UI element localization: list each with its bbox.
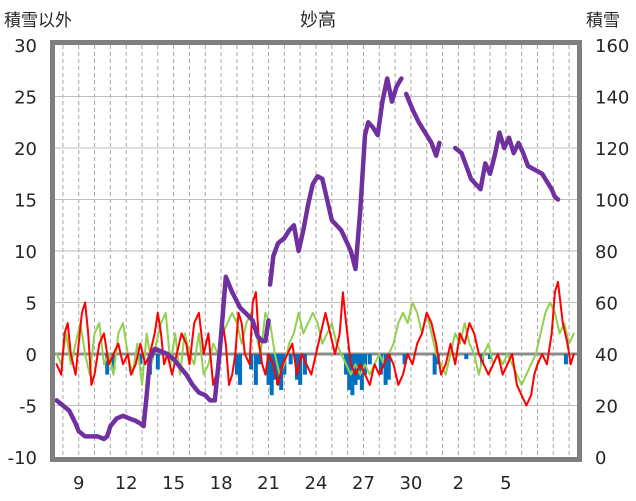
y-left-tick-label: -5 — [19, 397, 37, 418]
bar — [253, 354, 258, 385]
y-right-tick-label: 100 — [595, 191, 629, 212]
y-right-tick-label: 80 — [595, 242, 618, 263]
bar — [111, 354, 116, 370]
x-tick-label: 21 — [257, 473, 280, 494]
y-left-tick-label: 0 — [26, 345, 37, 366]
plot-frame — [50, 40, 582, 462]
bar — [295, 354, 300, 380]
x-tick-label: 27 — [352, 473, 375, 494]
y-right-tick-label: 60 — [595, 294, 618, 315]
bar — [298, 354, 303, 385]
left-axis-label: 積雪以外 — [4, 11, 72, 31]
x-tick-label: 24 — [305, 473, 328, 494]
bar — [257, 354, 262, 365]
x-tick-label: 18 — [210, 473, 233, 494]
bar — [288, 354, 293, 365]
grid — [55, 45, 577, 457]
bar — [234, 354, 239, 375]
series-line — [403, 91, 442, 158]
y-left-tick-label: 25 — [14, 88, 37, 109]
x-tick-label: 9 — [73, 473, 84, 494]
y-left-tick-label: 20 — [14, 139, 37, 160]
y-left-tick-label: 15 — [14, 191, 37, 212]
y-right-tick-label: 0 — [595, 448, 606, 469]
series-line — [55, 280, 575, 407]
bar — [402, 354, 407, 365]
x-tick-label: 12 — [115, 473, 138, 494]
series-line — [55, 301, 575, 386]
bar — [432, 354, 437, 375]
bar — [105, 354, 110, 375]
series-line — [452, 130, 561, 202]
y-right-tick-label: 120 — [595, 139, 629, 160]
bar — [302, 354, 307, 375]
line-series — [54, 76, 575, 442]
y-left-tick-label: 5 — [26, 294, 37, 315]
y-left-tick-label: 30 — [14, 36, 37, 57]
bar — [249, 354, 254, 370]
bar — [383, 354, 388, 385]
series-line — [267, 76, 404, 287]
bar — [353, 354, 358, 385]
x-tick-label: 30 — [399, 473, 422, 494]
y-right-tick-label: 140 — [595, 88, 629, 109]
tick-labels: 9 12 15 18 21 24 27 30 2 5302520151050-5-10160140… — [8, 36, 630, 494]
bar — [378, 354, 383, 375]
bar — [386, 354, 391, 380]
bar — [238, 354, 243, 385]
bar — [464, 354, 469, 360]
x-tick-label: 15 — [162, 473, 185, 494]
y-left-tick-label: -10 — [8, 448, 37, 469]
bar — [367, 354, 372, 365]
bar — [269, 354, 274, 396]
y-right-tick-label: 160 — [595, 36, 629, 57]
y-left-tick-label: 10 — [14, 242, 37, 263]
series-line — [54, 274, 271, 442]
right-axis-label: 積雪 — [586, 11, 620, 31]
bar — [563, 354, 568, 365]
bar — [350, 354, 355, 396]
bar — [488, 354, 492, 360]
y-right-tick-label: 40 — [595, 345, 618, 366]
bar — [138, 354, 143, 365]
bar — [266, 354, 271, 385]
y-right-tick-label: 20 — [595, 397, 618, 418]
bar — [155, 354, 160, 370]
x-tick-label: 2 — [453, 473, 464, 494]
x-tick-label: 5 — [500, 473, 511, 494]
chart-title: 妙高 — [300, 10, 336, 31]
